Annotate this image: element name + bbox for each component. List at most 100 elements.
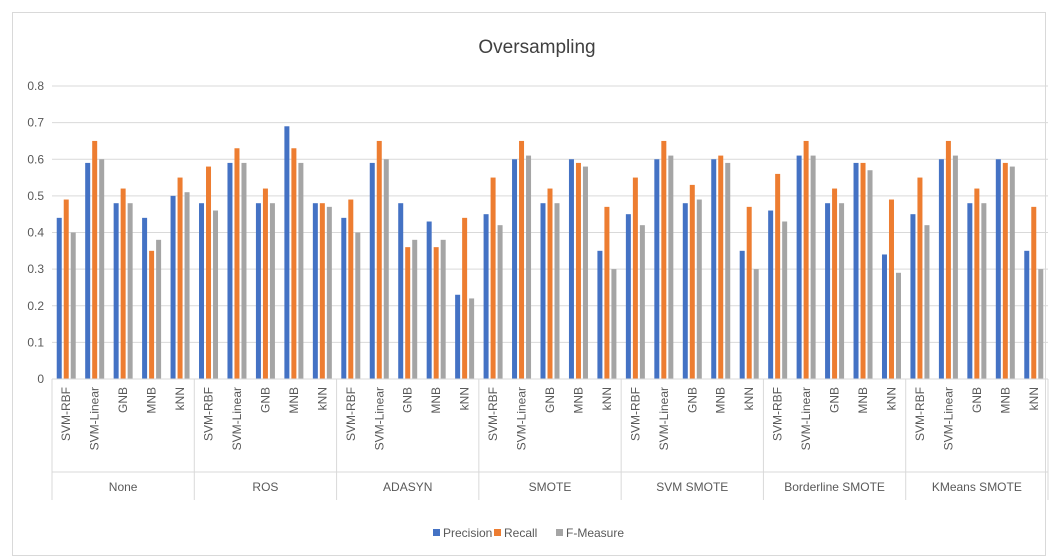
bar-precision — [284, 126, 290, 379]
bar-f-measure — [924, 225, 930, 379]
bar-precision — [227, 162, 233, 379]
bar-precision — [768, 210, 774, 379]
x-tick-label: kNN — [600, 387, 614, 410]
x-tick-label: MNB — [998, 387, 1012, 414]
bar-f-measure — [696, 199, 702, 379]
bar-recall — [661, 140, 667, 379]
bar-recall — [547, 188, 553, 379]
bar-precision — [711, 159, 717, 379]
bar-recall — [348, 199, 354, 379]
bar-precision — [739, 250, 745, 379]
bar-f-measure — [782, 221, 788, 379]
bar-recall — [92, 140, 98, 379]
bar-recall — [775, 173, 781, 379]
bar-f-measure — [1009, 166, 1015, 379]
x-tick-label: SVM-Linear — [88, 387, 102, 450]
bar-recall — [319, 203, 325, 379]
bar-recall — [206, 166, 212, 379]
y-axis-ticks: 0 0.1 0.2 0.3 0.4 0.5 0.6 0.7 0.8 — [27, 79, 44, 386]
x-tick-label: SVM-Linear — [799, 387, 813, 450]
bar-recall — [149, 250, 155, 379]
bar-f-measure — [582, 166, 588, 379]
bar-f-measure — [127, 203, 133, 379]
bar-f-measure — [241, 162, 247, 379]
bar-recall — [860, 162, 866, 379]
bar-recall — [604, 206, 610, 379]
bar-f-measure — [839, 203, 845, 379]
bar-precision — [654, 159, 660, 379]
x-tick-label: GNB — [401, 387, 415, 413]
bar-f-measure — [469, 298, 475, 379]
bar-recall — [120, 188, 126, 379]
bar-f-measure — [526, 155, 532, 379]
x-tick-label: MNB — [571, 387, 585, 414]
bar-f-measure — [1038, 269, 1044, 379]
bar-f-measure — [99, 159, 105, 379]
bar-recall — [405, 247, 411, 379]
bar-f-measure — [611, 269, 617, 379]
bar-precision — [881, 254, 887, 379]
x-tick-label: GNB — [258, 387, 272, 413]
bar-precision — [625, 214, 631, 379]
bar-f-measure — [952, 155, 958, 379]
bar-precision — [255, 203, 261, 379]
bar-recall — [575, 162, 581, 379]
y-tick-label: 0.1 — [27, 335, 44, 349]
legend: Precision Recall F-Measure — [433, 526, 624, 540]
bar-precision — [568, 159, 574, 379]
bar-f-measure — [725, 162, 731, 379]
bar-f-measure — [639, 225, 645, 379]
bar-recall — [490, 177, 496, 379]
bar-precision — [56, 217, 62, 379]
bar-precision — [938, 159, 944, 379]
bar-f-measure — [497, 225, 503, 379]
bar-f-measure — [895, 272, 901, 379]
y-tick-label: 0.8 — [27, 79, 44, 93]
x-tick-label: SVM-Linear — [515, 387, 529, 450]
bar-recall — [1002, 162, 1008, 379]
bar-recall — [746, 206, 752, 379]
bar-f-measure — [440, 239, 446, 379]
bar-precision — [853, 162, 859, 379]
bar-precision — [426, 221, 432, 379]
bar-f-measure — [213, 210, 219, 379]
bar-f-measure — [867, 170, 873, 379]
bar-precision — [312, 203, 318, 379]
bar-recall — [433, 247, 439, 379]
chart-title: Oversampling — [478, 37, 595, 58]
bar-recall — [234, 148, 240, 379]
bar-precision — [967, 203, 973, 379]
x-tick-label: MNB — [429, 387, 443, 414]
bar-precision — [369, 162, 375, 379]
y-tick-label: 0.2 — [27, 299, 44, 313]
bar-f-measure — [554, 203, 560, 379]
bar-precision — [910, 214, 916, 379]
x-tick-label: GNB — [828, 387, 842, 413]
group-label: ROS — [252, 480, 278, 494]
bar-recall — [632, 177, 638, 379]
x-tick-label: MNB — [287, 387, 301, 414]
x-tick-label: SVM-RBF — [913, 387, 927, 441]
bar-precision — [1024, 250, 1030, 379]
group-label: SMOTE — [529, 480, 572, 494]
bar-f-measure — [412, 239, 418, 379]
y-tick-label: 0.6 — [27, 152, 44, 166]
bar-f-measure — [383, 159, 389, 379]
bar-recall — [291, 148, 297, 379]
bar-recall — [945, 140, 951, 379]
bar-precision — [512, 159, 518, 379]
x-tick-label: kNN — [1027, 387, 1041, 410]
x-tick-label: SVM-Linear — [941, 387, 955, 450]
bar-f-measure — [298, 162, 304, 379]
bar-precision — [682, 203, 688, 379]
x-tick-label: GNB — [116, 387, 130, 413]
bar-f-measure — [981, 203, 987, 379]
bar-recall — [689, 184, 695, 379]
bar-precision — [597, 250, 603, 379]
x-tick-label: kNN — [458, 387, 472, 410]
x-tick-label: SVM-RBF — [344, 387, 358, 441]
x-tick-label: SVM-RBF — [486, 387, 500, 441]
bar-precision — [995, 159, 1001, 379]
y-tick-label: 0 — [37, 372, 44, 386]
